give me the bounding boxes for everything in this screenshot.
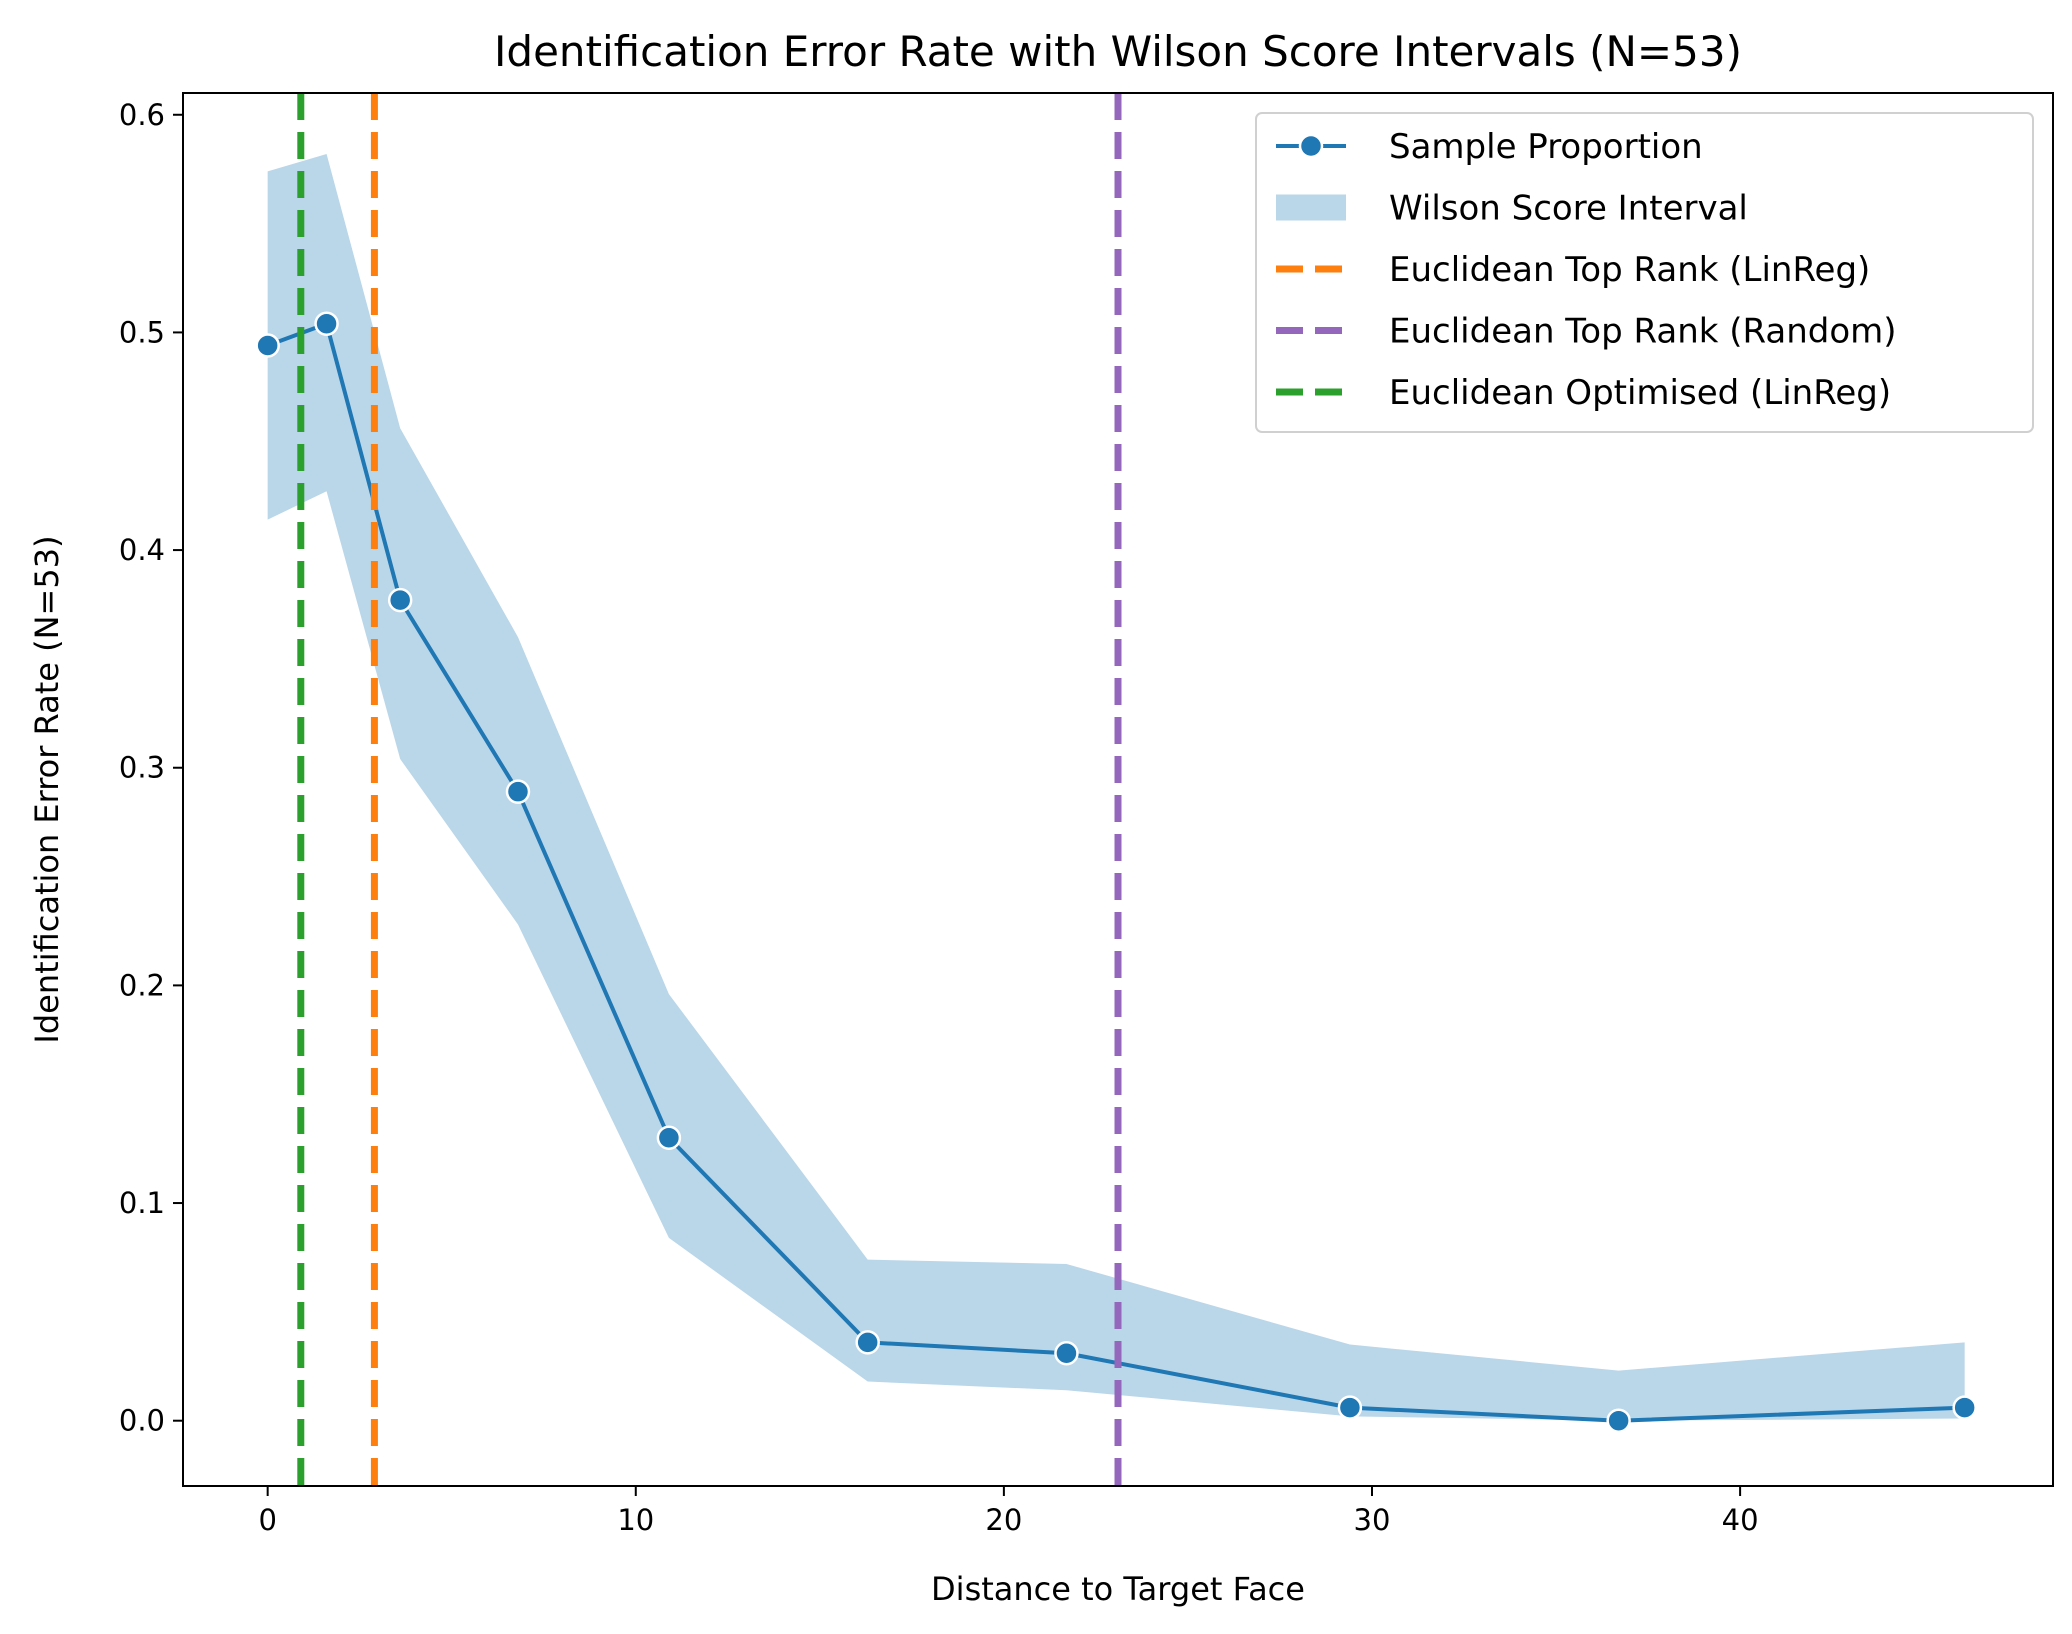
y-axis: 0.0 0.1 0.2 0.3 0.4 0.5 0.6 [119, 98, 183, 1438]
y-tick-label: 0.3 [119, 751, 165, 785]
series-marker-layer [255, 311, 1977, 1433]
legend-label: Euclidean Top Rank (LinReg) [1389, 250, 1870, 290]
confidence-band-layer [267, 153, 1965, 1421]
legend-swatch-marker [1298, 133, 1324, 159]
wilson-score-band [267, 153, 1965, 1421]
y-tick-label: 0.1 [119, 1186, 165, 1220]
x-tick-label: 20 [985, 1503, 1022, 1537]
data-point [314, 311, 339, 336]
data-point [387, 587, 413, 613]
plot-frame [182, 92, 2054, 1487]
x-axis-label: Distance to Target Face [931, 1570, 1305, 1608]
legend-frame [1255, 112, 2034, 433]
legend-label: Sample Proportion [1389, 127, 1703, 167]
y-axis-label: Identification Error Rate (N=53) [28, 535, 66, 1043]
y-tick-label: 0.2 [119, 968, 165, 1002]
sample-proportion-line [266, 321, 1965, 1423]
y-tick-label: 0.4 [119, 533, 165, 567]
y-tick-label: 0.0 [119, 1404, 165, 1438]
legend-label: Wilson Score Interval [1389, 189, 1748, 229]
data-point [855, 1330, 880, 1355]
plot-area [255, 93, 1977, 1486]
x-tick-label: 0 [258, 1503, 276, 1537]
data-point [505, 779, 531, 804]
x-tick-label: 30 [1354, 1503, 1391, 1537]
data-point [1054, 1340, 1079, 1366]
series-line-layer [266, 321, 1965, 1423]
legend-label: Euclidean Top Rank (Random) [1389, 312, 1897, 352]
data-point [255, 333, 280, 358]
data-point [1337, 1395, 1363, 1420]
y-tick-label: 0.5 [119, 315, 165, 349]
data-point [1606, 1408, 1631, 1433]
legend-label: Euclidean Optimised (LinReg) [1389, 373, 1891, 413]
chart-title: Identification Error Rate with Wilson Sc… [494, 27, 1742, 76]
data-point [656, 1125, 682, 1150]
x-tick-label: 10 [617, 1503, 654, 1537]
y-tick-label: 0.6 [119, 98, 165, 132]
x-tick-label: 40 [1722, 1503, 1759, 1537]
legend: Sample Proportion Wilson Score Interval Eu… [1255, 112, 2034, 433]
data-point [1952, 1395, 1977, 1420]
legend-swatch-patch [1276, 194, 1346, 221]
x-axis: 0 10 20 30 40 [258, 1486, 1759, 1537]
